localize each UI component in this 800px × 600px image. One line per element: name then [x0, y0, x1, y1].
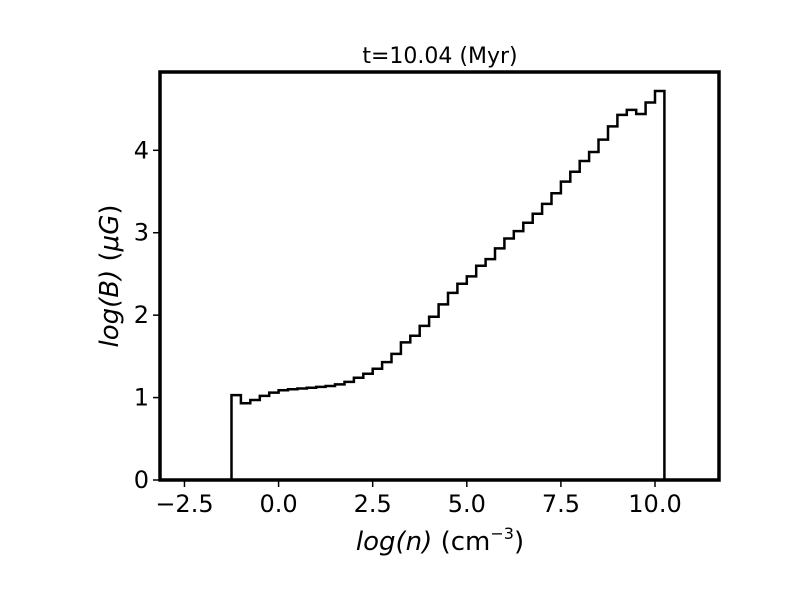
- x-axis-label-exponent: −3: [490, 524, 514, 543]
- x-tick-label: −2.5: [155, 490, 213, 518]
- plot-frame: [158, 70, 721, 482]
- chart-title: t=10.04 (Myr): [362, 44, 517, 69]
- x-tick-label: 2.5: [354, 490, 392, 518]
- y-axis: 0 1 2 3 4: [134, 136, 160, 494]
- x-axis-label-var: log(n): [356, 527, 432, 557]
- x-tick-label: 0.0: [259, 490, 297, 518]
- y-axis-label-unit: μG: [95, 215, 125, 253]
- series-step-line: [230, 89, 666, 480]
- x-tick-label: 5.0: [448, 490, 486, 518]
- x-tick-label: 7.5: [542, 490, 580, 518]
- y-axis-label-close: ): [95, 204, 125, 214]
- y-tick-label: 4: [134, 136, 149, 164]
- y-axis-label-var: log(B): [95, 270, 125, 348]
- x-tick-label: 10.0: [628, 490, 681, 518]
- y-tick-label: 2: [134, 301, 149, 329]
- plot-area: [158, 70, 721, 482]
- y-axis-label-open: (: [95, 251, 125, 269]
- y-axis-label: log(B) (μG): [95, 204, 125, 347]
- x-axis-label: log(n) (cm−3): [356, 524, 524, 557]
- x-axis: −2.5 0.0 2.5 5.0 7.5 10.0: [155, 480, 682, 518]
- y-tick-label: 0: [134, 466, 149, 494]
- y-tick-label: 1: [134, 384, 149, 412]
- y-tick-label: 3: [134, 219, 149, 247]
- x-axis-label-unit: (cm: [432, 527, 490, 557]
- x-axis-label-close: ): [514, 527, 524, 557]
